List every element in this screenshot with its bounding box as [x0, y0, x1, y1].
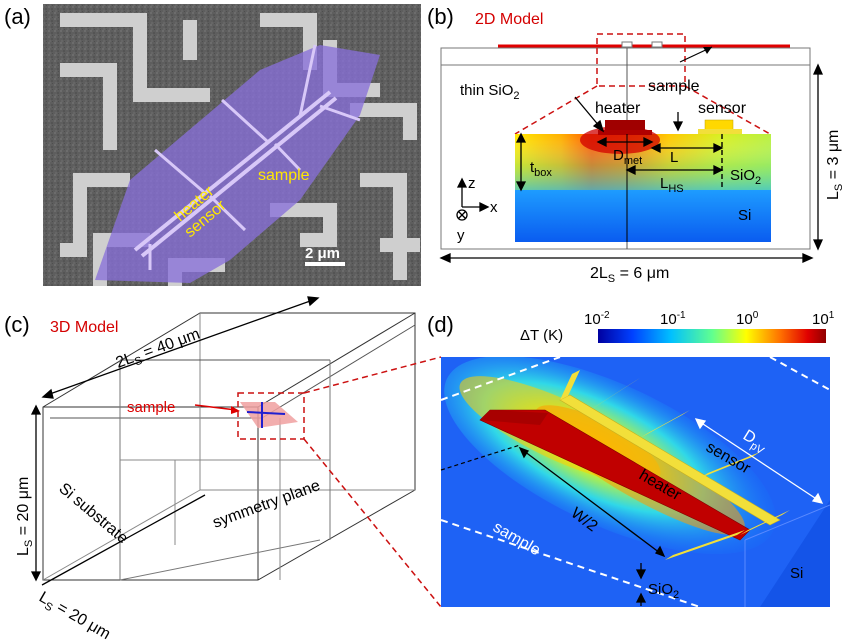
colorbar-tick-label: 101 [812, 310, 835, 328]
label-symmetry-plane: symmetry plane [211, 477, 323, 532]
panel-b: thin SiO2 heater sensor sample tbox Dmet… [439, 33, 842, 285]
sample-marker-3d [194, 392, 305, 440]
panel-d-letter: (d) [427, 312, 454, 337]
axis-label-x: x [490, 199, 498, 216]
label-thin-sio2: thin SiO2 [460, 82, 519, 102]
panel-a-letter: (a) [4, 4, 31, 29]
label-sio2-d: SiO2 [648, 581, 679, 601]
sensor-block [704, 119, 734, 131]
dpv-arrow [694, 418, 824, 504]
colorbar [598, 329, 826, 343]
panel-b-letter: (b) [427, 4, 454, 29]
label-sample-c: sample [127, 399, 175, 416]
panel-d: (d) ΔT (K) 10-2 10-1 100 101 [427, 310, 835, 608]
w2-arrow [518, 446, 666, 558]
label-si-d: Si [790, 565, 803, 582]
electrode-leads [60, 13, 420, 286]
colorbar-tick-label: 100 [736, 310, 759, 328]
label-width-2d: 2LS = 6 μm [590, 265, 669, 285]
si-layer [515, 190, 771, 242]
colorbar-tick-label: 10-1 [660, 310, 686, 328]
label-box-depth: LS = 20 μm [35, 589, 114, 643]
callout-c-to-d [303, 356, 442, 608]
contact-arms [148, 44, 361, 270]
panel-b-title: 2D Model [475, 11, 543, 28]
axis-label-y: y [457, 227, 465, 244]
panel-a: heater sensor sample 2 μm [43, 4, 421, 286]
label-dmet: Dmet [613, 147, 642, 167]
label-height-2d: LS = 3 μm [825, 130, 842, 200]
label-sample-a: sample [258, 167, 310, 184]
axes-triad [456, 177, 490, 221]
label-heater-b: heater [595, 100, 641, 117]
zoom-box-c [237, 392, 305, 440]
panel-c [42, 312, 416, 581]
label-sio2-b: SiO2 [730, 167, 761, 187]
colorbar-title: ΔT (K) [520, 327, 563, 344]
box-outline [42, 312, 416, 581]
colorbar-tick-label: 10-2 [584, 310, 610, 328]
scale-bar-label: 2 μm [305, 245, 340, 262]
panel-c-title: 3D Model [50, 319, 118, 336]
panel-c-letter: (c) [4, 312, 30, 337]
label-sensor-b: sensor [698, 100, 747, 117]
heater-sensor-lines [133, 90, 338, 258]
label-lhs: LHS [660, 175, 684, 195]
label-box-width: 2LS = 40 μm [114, 326, 204, 375]
symmetry-boundaries [440, 356, 831, 608]
colorbar-ticks: 10-2 10-1 100 101 [584, 310, 835, 328]
label-box-height: LS = 20 μm [15, 477, 35, 556]
axis-label-z: z [468, 175, 476, 192]
label-sample-b: sample [648, 78, 700, 95]
label-l: L [670, 149, 678, 166]
label-tbox: tbox [530, 159, 552, 179]
label-si-b: Si [738, 207, 751, 224]
